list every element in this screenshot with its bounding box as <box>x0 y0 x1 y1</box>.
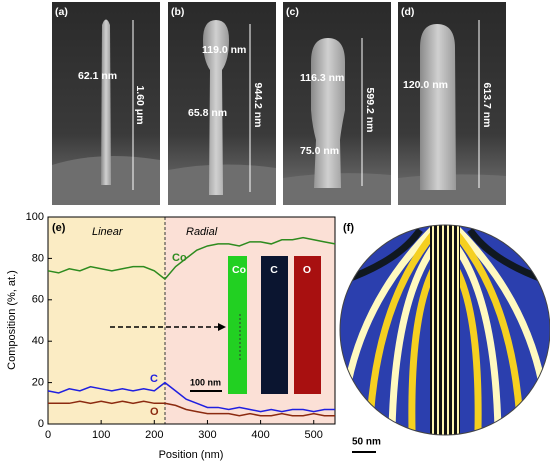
panel-label: (b) <box>171 6 184 18</box>
dimension: 119.0 nm <box>202 44 246 56</box>
map-label: O <box>303 264 311 276</box>
region-label: Radial <box>186 226 218 238</box>
x-axis-label: Position (nm) <box>159 449 224 461</box>
dimension: 116.3 nm <box>300 72 344 84</box>
scale-label: 100 nm <box>190 377 221 387</box>
map-image <box>228 256 247 394</box>
x-tick-label: 500 <box>305 429 323 441</box>
y-axis-label: Composition (%, at.) <box>6 270 18 370</box>
region <box>48 217 165 424</box>
dimension: 599.2 nm <box>364 88 376 133</box>
series-label: C <box>150 373 158 385</box>
map-image <box>294 256 321 394</box>
dimension: 75.0 nm <box>300 145 339 157</box>
sem-d: 120.0 nm (d) 613.7 nm <box>398 2 506 205</box>
x-tick-label: 400 <box>251 429 269 441</box>
y-tick-label: 40 <box>32 335 44 347</box>
region-label: Linear <box>92 226 124 238</box>
map-label: C <box>270 264 278 276</box>
dimension: 613.7 nm <box>481 83 493 128</box>
series-label: Co <box>172 252 187 264</box>
scale-label: 50 nm <box>352 437 381 448</box>
x-tick-label: 200 <box>145 429 163 441</box>
sem-c: 116.3 nm 75.0 nm (c) 599.2 nm <box>283 2 391 205</box>
series-line <box>48 400 335 417</box>
series-line <box>47 381 335 413</box>
y-tick-label: 80 <box>32 252 44 264</box>
y-tick-label: 20 <box>32 377 44 389</box>
dimension: 944.2 nm <box>252 83 264 128</box>
panel-label: (c) <box>286 6 299 18</box>
panel-label: (d) <box>401 6 414 18</box>
map-panel: (f) 50 nm <box>339 222 550 453</box>
line-chart: (e) Linear Radial 100 nm Co C O Position… <box>6 211 336 461</box>
series-label: O <box>150 406 159 418</box>
y-tick-label: 100 <box>26 211 44 223</box>
dimension: 1.60 μm <box>134 85 146 124</box>
y-tick-label: 0 <box>38 418 44 430</box>
sem-b: 119.0 nm 65.8 nm (b) 944.2 nm <box>168 2 276 205</box>
arrow-head <box>218 323 226 331</box>
map-image <box>261 256 288 394</box>
dimension: 62.1 nm <box>78 70 117 82</box>
panel-label: (a) <box>55 6 68 18</box>
y-tick-label: 60 <box>32 294 44 306</box>
panel-label: (f) <box>343 222 354 234</box>
map-label: Co <box>232 264 246 276</box>
plot-frame <box>47 216 336 425</box>
x-tick-label: 300 <box>198 429 216 441</box>
series-line <box>47 236 336 281</box>
panel-label: (e) <box>52 222 66 234</box>
x-tick-label: 100 <box>92 429 110 441</box>
x-tick-label: 0 <box>45 429 51 441</box>
dimension: 65.8 nm <box>188 107 227 119</box>
dimension: 120.0 nm <box>403 79 448 91</box>
sem-a: (a) 62.1 nm 1.60 μm <box>52 2 160 205</box>
